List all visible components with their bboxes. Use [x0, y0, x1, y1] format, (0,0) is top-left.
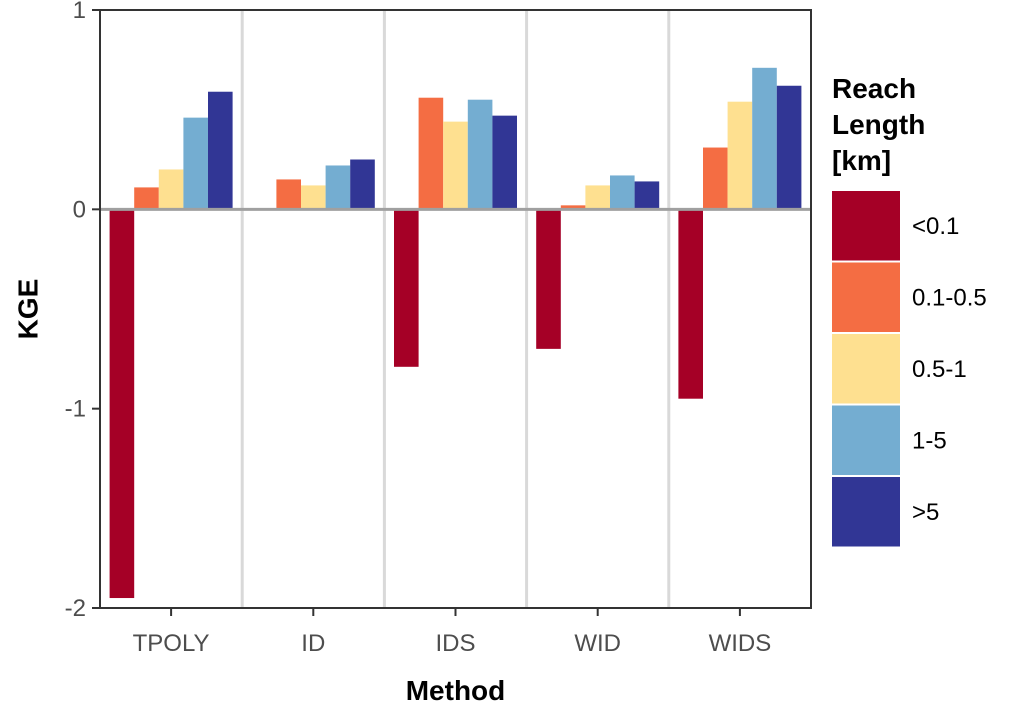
bar: [350, 159, 375, 210]
bar: [301, 185, 326, 210]
legend-label: 1-5: [912, 427, 947, 454]
legend-label: 0.5-1: [912, 356, 967, 383]
bar: [467, 99, 493, 210]
legend-title-line-1: Reach: [832, 73, 916, 104]
bar: [418, 97, 444, 210]
x-axis-title: Method: [406, 675, 506, 706]
legend-key: [832, 477, 900, 547]
bar: [727, 101, 753, 210]
legend-label: >5: [912, 499, 939, 526]
y-axis-ticks: -2 -1 0 1: [65, 0, 100, 622]
x-axis-ticks: TPOLY ID IDS WID WIDS: [133, 608, 772, 657]
legend-key: [832, 191, 900, 261]
bar: [610, 175, 635, 210]
legend-key: [832, 262, 900, 332]
bar: [634, 181, 660, 210]
y-tick-label: 0: [73, 196, 86, 223]
y-axis-title: KGE: [12, 279, 43, 340]
legend-title: Reach Length [km]: [832, 73, 933, 176]
x-tick-label: ID: [301, 630, 325, 657]
y-tick-label: 1: [73, 0, 86, 24]
bar: [560, 205, 586, 210]
bar: [208, 91, 233, 210]
bar: [183, 117, 208, 210]
bar: [776, 85, 802, 210]
plot-panel-border: [99, 9, 812, 609]
legend-label: 0.1-0.5: [912, 284, 987, 311]
bar: [752, 67, 777, 210]
legend-label: <0.1: [912, 213, 959, 240]
category-separators: [240, 10, 671, 608]
x-tick-label: TPOLY: [133, 630, 210, 657]
y-tick-label: -1: [65, 396, 86, 423]
bar: [158, 169, 184, 210]
bar: [678, 209, 703, 399]
bar: [443, 121, 468, 210]
bar: [134, 187, 159, 210]
bar: [276, 179, 301, 210]
legend: Reach Length [km] <0.1 0.1-0.5 0.5-1 1-5 >5: [832, 73, 987, 547]
x-tick-label: WID: [574, 630, 621, 657]
bar: [109, 209, 135, 599]
bars: [109, 67, 802, 599]
legend-key: [832, 405, 900, 475]
bar: [492, 115, 517, 210]
bar: [394, 209, 419, 367]
legend-key: [832, 334, 900, 404]
bar: [536, 209, 561, 349]
bar: [325, 165, 351, 210]
x-tick-label: WIDS: [709, 630, 772, 657]
bar: [585, 185, 610, 210]
y-tick-label: -2: [65, 595, 86, 622]
x-tick-label: IDS: [435, 630, 475, 657]
bar: [703, 147, 728, 210]
legend-title-line-2: Length: [832, 109, 925, 140]
legend-title-line-3: [km]: [832, 145, 891, 176]
